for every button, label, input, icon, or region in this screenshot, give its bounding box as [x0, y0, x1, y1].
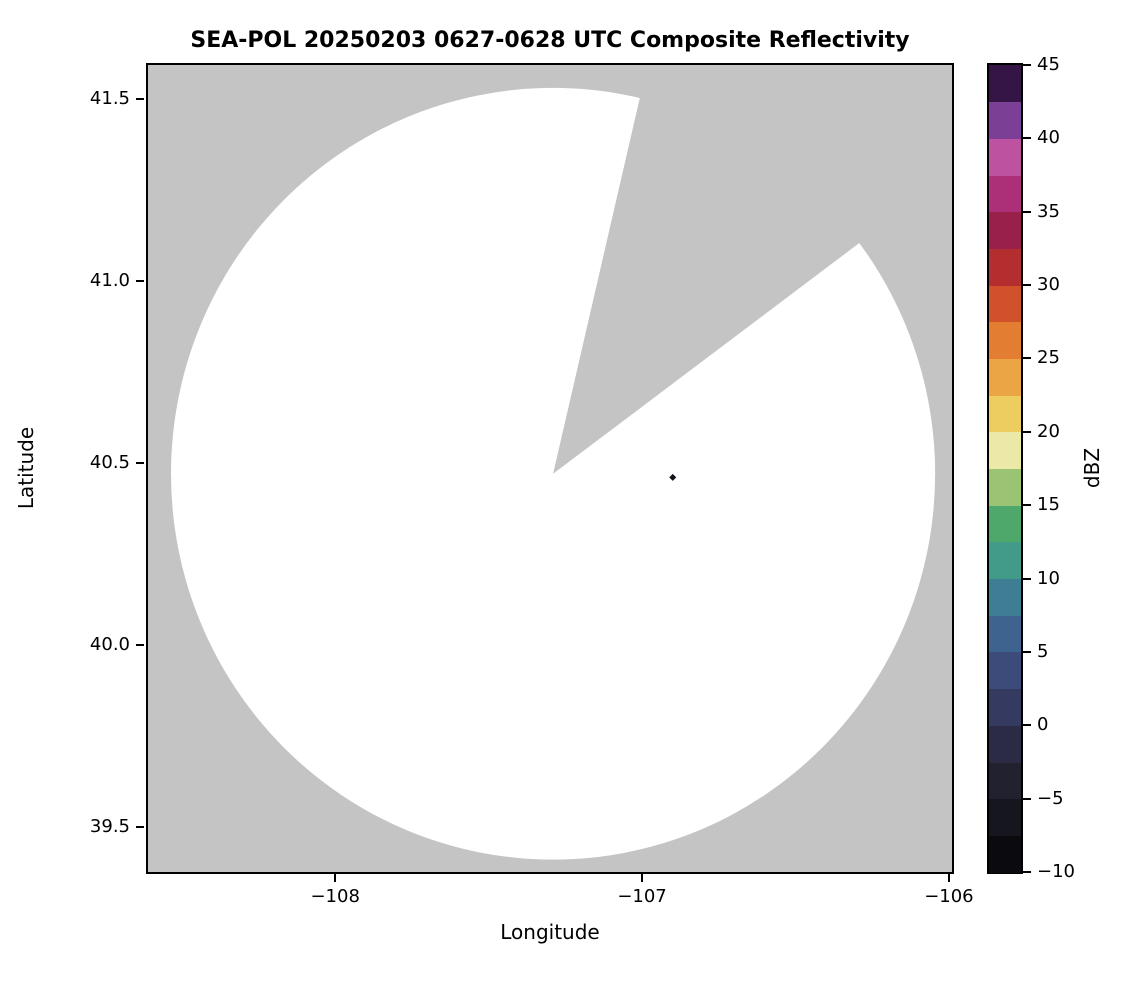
- colorbar-segment: [989, 65, 1021, 103]
- colorbar-segment: [989, 101, 1021, 139]
- colorbar-tick-label: 5: [1037, 640, 1049, 662]
- colorbar-segment: [989, 321, 1021, 360]
- colorbar-segment: [989, 431, 1021, 470]
- y-tick-label: 40.0: [89, 633, 130, 655]
- colorbar-segment: [989, 725, 1021, 763]
- plot-area: [146, 63, 954, 874]
- colorbar-tick-label: 0: [1037, 714, 1049, 736]
- colorbar-tick-label: −5: [1037, 787, 1064, 809]
- colorbar-segment: [989, 175, 1021, 213]
- colorbar: [987, 63, 1023, 874]
- colorbar-tick-label: 25: [1037, 347, 1060, 369]
- colorbar-segment: [989, 615, 1021, 653]
- colorbar-tick-mark: [1023, 871, 1031, 873]
- x-tick-mark: [334, 874, 337, 882]
- colorbar-tick-mark: [1023, 650, 1031, 653]
- colorbar-tick-mark: [1023, 797, 1031, 800]
- y-tick-mark: [136, 825, 144, 828]
- x-tick-mark: [947, 874, 950, 882]
- colorbar-segment: [989, 505, 1021, 543]
- y-tick-label: 41.5: [89, 87, 130, 109]
- colorbar-label: dBZ: [1080, 447, 1104, 489]
- colorbar-tick-mark: [1023, 284, 1031, 287]
- colorbar-tick-mark: [1023, 504, 1031, 507]
- colorbar-tick-label: 20: [1037, 420, 1060, 442]
- colorbar-segment: [989, 395, 1021, 433]
- radar-echo: [669, 473, 677, 481]
- colorbar-segment: [989, 468, 1021, 506]
- colorbar-tick-mark: [1023, 430, 1031, 433]
- x-tick-mark: [641, 874, 644, 882]
- colorbar-tick-mark: [1023, 724, 1031, 727]
- y-tick-mark: [136, 643, 144, 646]
- colorbar-tick-label: 45: [1037, 54, 1060, 75]
- colorbar-segment: [989, 761, 1021, 800]
- y-axis-label: Latitude: [14, 426, 38, 510]
- colorbar-tick-mark: [1023, 210, 1031, 213]
- colorbar-tick-label: 40: [1037, 127, 1060, 149]
- colorbar-tick-mark: [1023, 137, 1031, 140]
- colorbar-tick-mark: [1023, 577, 1031, 580]
- y-tick-label: 40.5: [89, 451, 130, 473]
- y-tick-label: 41.0: [89, 269, 130, 291]
- colorbar-tick-label: 30: [1037, 274, 1060, 296]
- x-tick-label: −106: [924, 886, 974, 907]
- radar-plot-canvas: [148, 65, 952, 872]
- colorbar-segment: [989, 211, 1021, 249]
- colorbar-segment: [989, 651, 1021, 690]
- colorbar-tick-label: 15: [1037, 494, 1060, 516]
- y-tick-mark: [136, 279, 144, 282]
- y-tick-label: 39.5: [89, 815, 130, 837]
- x-tick-label: −108: [310, 886, 360, 907]
- colorbar-tick-label: 35: [1037, 200, 1060, 222]
- colorbar-segment: [989, 835, 1021, 873]
- x-tick-label: −107: [617, 886, 667, 907]
- colorbar-tick-mark: [1023, 357, 1031, 360]
- blocked-sector: [553, 65, 952, 474]
- y-tick-mark: [136, 97, 144, 100]
- chart-title: SEA-POL 20250203 0627-0628 UTC Composite…: [190, 28, 910, 53]
- colorbar-segment: [989, 688, 1021, 726]
- x-axis-label: Longitude: [500, 920, 600, 944]
- colorbar-tick-label: 10: [1037, 567, 1060, 589]
- colorbar-segment: [989, 138, 1021, 176]
- colorbar-segment: [989, 248, 1021, 286]
- colorbar-segment: [989, 798, 1021, 836]
- colorbar-segment: [989, 578, 1021, 616]
- colorbar-tick-label: −10: [1037, 861, 1075, 882]
- colorbar-segment: [989, 541, 1021, 580]
- colorbar-segment: [989, 285, 1021, 323]
- colorbar-segment: [989, 358, 1021, 396]
- y-tick-mark: [136, 461, 144, 464]
- colorbar-tick-mark: [1023, 64, 1031, 66]
